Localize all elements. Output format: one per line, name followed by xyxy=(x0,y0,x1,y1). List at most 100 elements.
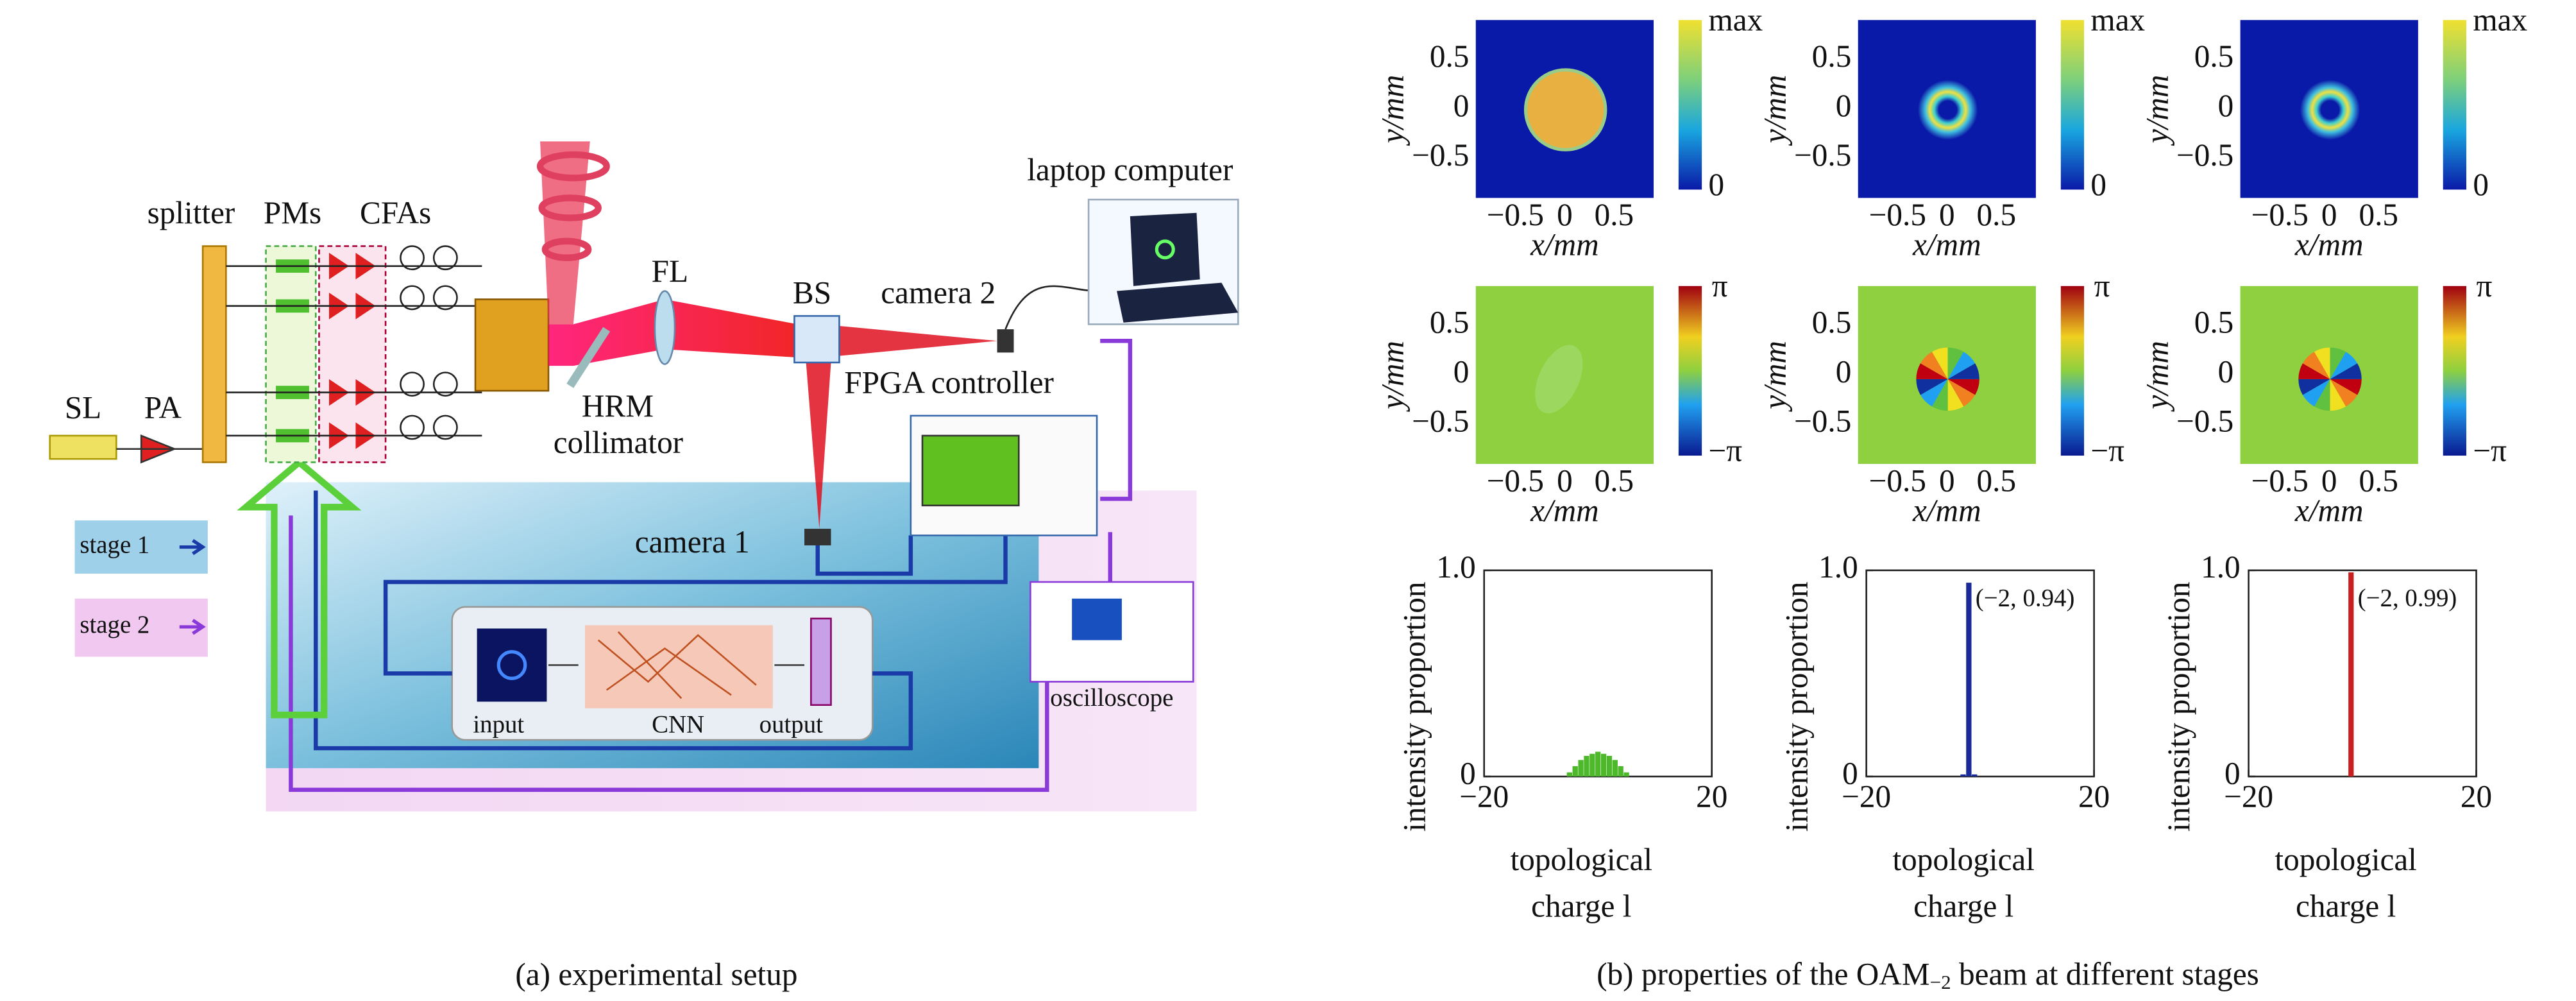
axes-box xyxy=(2248,569,2477,778)
x-tick-label: 0.5 xyxy=(2359,197,2398,232)
fl-lens xyxy=(654,290,676,365)
y-tick-label: 0 xyxy=(1453,88,1470,123)
phase-sector xyxy=(2314,347,2330,379)
phase-sector xyxy=(2330,379,2362,395)
hrm xyxy=(566,327,611,388)
x-axis-label: x/mm xyxy=(1530,227,1599,262)
x-axis-label: topological xyxy=(1511,842,1652,877)
label: stage 2 xyxy=(80,611,149,638)
phase-sector xyxy=(1947,379,1976,407)
x-tick-label: 0.5 xyxy=(2359,463,2398,498)
y-tick-label: 0.5 xyxy=(1812,305,1852,340)
bar xyxy=(1595,751,1601,777)
y-axis-label: intensity proportion xyxy=(1396,581,1432,832)
colorbar xyxy=(1678,286,1702,456)
label: BS xyxy=(793,275,831,311)
phase-sector xyxy=(2298,363,2330,379)
x-axis-label: x/mm xyxy=(1912,227,1981,262)
bar xyxy=(1972,774,1978,777)
bar xyxy=(1618,766,1623,777)
phase-sector xyxy=(1920,352,1948,379)
y-tick-label: −0.5 xyxy=(1412,404,1469,439)
x-tick-label: 0.5 xyxy=(1977,197,2017,232)
y-tick-label: −0.5 xyxy=(1794,137,1851,173)
osc-screen xyxy=(1072,598,1122,640)
camera1 xyxy=(804,529,831,545)
bar xyxy=(1584,755,1589,777)
bar xyxy=(1566,772,1572,777)
label: PA xyxy=(144,389,182,425)
label: CFAs xyxy=(360,195,431,230)
x-axis-label: charge l xyxy=(2296,889,2396,924)
bar xyxy=(1578,760,1584,777)
x-tick-label: 20 xyxy=(2078,779,2110,814)
stage2-arrow xyxy=(179,619,206,635)
x-tick-label: −0.5 xyxy=(1487,197,1544,232)
x-tick-label: −0.5 xyxy=(2251,197,2309,232)
label: camera 1 xyxy=(635,524,750,560)
colorbar xyxy=(1678,20,1702,190)
label: oscilloscope xyxy=(1050,684,1173,712)
pm-box xyxy=(265,245,317,463)
colorbar-label: π xyxy=(2094,268,2110,304)
y-tick-label: −0.5 xyxy=(2176,404,2233,439)
phase-sector xyxy=(2302,379,2330,407)
phase-sector xyxy=(1947,363,1979,379)
phase-sector xyxy=(1920,379,1948,407)
y-tick-label: −0.5 xyxy=(1794,404,1851,439)
x-axis-label: x/mm xyxy=(2294,227,2364,262)
x-tick-label: 20 xyxy=(1696,779,1727,814)
y-tick-label: 1.0 xyxy=(1436,549,1476,585)
laptop-cable xyxy=(1004,285,1097,330)
splitter xyxy=(201,245,227,463)
cfas xyxy=(329,252,376,449)
beam-spot xyxy=(1523,68,1607,151)
colorbar-label: max xyxy=(2473,3,2527,38)
y-tick-label: 1.0 xyxy=(1818,549,1858,585)
bar xyxy=(2348,572,2354,777)
label: collimator xyxy=(554,425,683,460)
annotation: (−2, 0.99) xyxy=(2358,584,2457,612)
caption: (b) properties of the OAM−2 beam at diff… xyxy=(1597,957,2259,993)
bar xyxy=(1572,766,1578,777)
x-tick-label: 0 xyxy=(1939,197,1955,232)
x-axis-label: charge l xyxy=(1531,889,1631,924)
phase-sector xyxy=(1932,347,1948,379)
phase-sector xyxy=(2330,379,2358,407)
x-axis-label: topological xyxy=(1893,842,2035,877)
x-tick-label: −0.5 xyxy=(1869,463,1926,498)
phase-sector xyxy=(2330,363,2362,379)
phase-sector xyxy=(1916,379,1948,395)
stage1-loop xyxy=(314,490,1008,751)
colorbar xyxy=(2443,286,2466,456)
x-tick-label: 0 xyxy=(2321,197,2337,232)
colorbar-label: 0 xyxy=(2090,167,2106,202)
y-tick-label: 0 xyxy=(1836,354,1852,389)
camera1-link xyxy=(815,535,913,576)
annotation: (−2, 0.94) xyxy=(1976,584,2075,612)
bar xyxy=(1606,755,1613,777)
y-tick-label: 0 xyxy=(2224,755,2241,791)
x-tick-label: 0 xyxy=(1939,463,1955,498)
bar xyxy=(1623,772,1629,777)
colorbar xyxy=(2060,286,2085,456)
pa xyxy=(116,434,203,464)
y-tick-label: 0 xyxy=(2218,88,2234,123)
colorbar xyxy=(2443,20,2466,190)
phase-sector xyxy=(2330,352,2358,379)
phase-sector xyxy=(2298,379,2330,395)
phase-sector xyxy=(1947,352,1976,379)
label: FL xyxy=(652,253,688,289)
x-tick-label: 0 xyxy=(1557,197,1573,232)
x-tick-label: 20 xyxy=(2461,779,2492,814)
colorbar-label: 0 xyxy=(1709,167,1725,202)
x-tick-label: −0.5 xyxy=(1487,463,1544,498)
label: SL xyxy=(65,389,101,425)
x-tick-label: −20 xyxy=(1842,779,1891,814)
x-axis-label: charge l xyxy=(1913,889,2013,924)
y-axis-label: y/mm xyxy=(1375,75,1411,147)
y-tick-label: 0 xyxy=(1460,755,1476,791)
label: PMs xyxy=(264,195,321,230)
